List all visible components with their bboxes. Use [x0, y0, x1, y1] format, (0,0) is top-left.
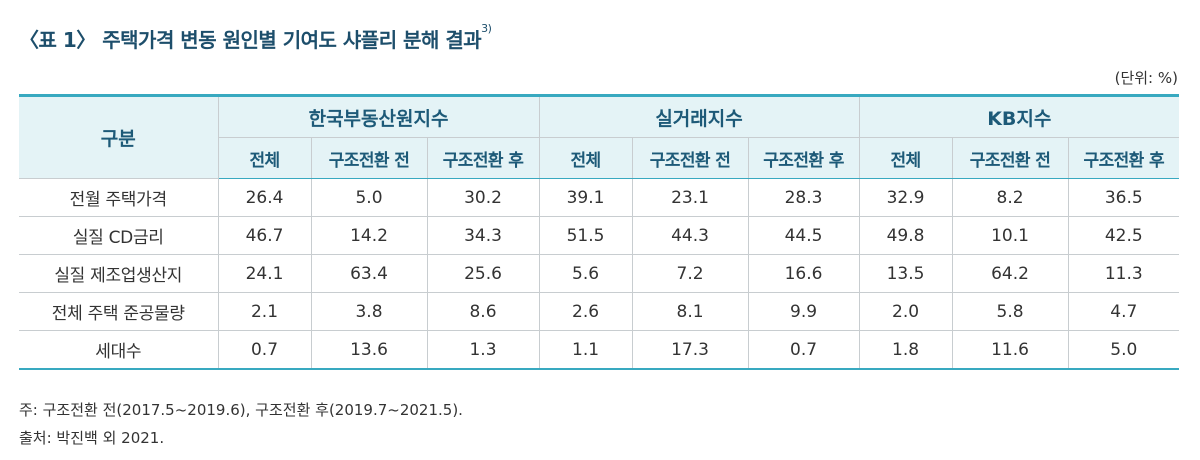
table-cell: 5.6: [538, 254, 633, 293]
sub-header: 구조전환 후: [1067, 137, 1180, 179]
table-row: 실질 CD금리 46.7 14.2 34.3 51.5 44.3 44.5 49.8 10.1 4…: [19, 216, 1180, 255]
table-cell: 11.6: [951, 330, 1069, 370]
table-cell: 63.4: [310, 254, 428, 293]
footnote-marker: 3): [481, 22, 492, 35]
table-cell: 64.2: [951, 254, 1069, 293]
row-header: 구분: [19, 95, 219, 179]
row-label: 전체 주택 준공물량: [19, 292, 219, 331]
unit-label: (단위: %): [1114, 69, 1178, 87]
table-cell: 44.3: [631, 216, 749, 255]
table-cell: 39.1: [538, 178, 633, 217]
table-cell: 16.6: [747, 254, 860, 293]
table-cell: 30.2: [426, 178, 540, 217]
table-cell: 34.3: [426, 216, 540, 255]
table-cell: 9.9: [747, 292, 860, 331]
table-cell: 13.6: [310, 330, 428, 370]
data-table: 구분 한국부동산원지수 실거래지수 KB지수 전체 구조전환 전 구조전환 후 …: [19, 94, 1180, 370]
table-cell: 5.0: [1067, 330, 1180, 370]
table-cell: 46.7: [217, 216, 312, 255]
table-cell: 1.1: [538, 330, 633, 370]
table-note: 주: 구조전환 전(2017.5~2019.6), 구조전환 후(2019.7~…: [19, 401, 463, 419]
sub-header: 구조전환 전: [951, 137, 1069, 179]
table-cell: 2.6: [538, 292, 633, 331]
sub-header: 구조전환 후: [747, 137, 860, 179]
table-cell: 4.7: [1067, 292, 1180, 331]
table-row: 세대수 0.7 13.6 1.3 1.1 17.3 0.7 1.8 11.6 5.0: [19, 330, 1180, 370]
table-cell: 10.1: [951, 216, 1069, 255]
table-cell: 44.5: [747, 216, 860, 255]
table-cell: 42.5: [1067, 216, 1180, 255]
row-label: 실질 제조업생산지: [19, 254, 219, 293]
table-cell: 51.5: [538, 216, 633, 255]
table-cell: 23.1: [631, 178, 749, 217]
table-cell: 13.5: [858, 254, 953, 293]
table-row: 전월 주택가격 26.4 5.0 30.2 39.1 23.1 28.3 32.9 8.2 36.…: [19, 178, 1180, 217]
table-cell: 49.8: [858, 216, 953, 255]
table-row: 실질 제조업생산지 24.1 63.4 25.6 5.6 7.2 16.6 13.5 64.2 1…: [19, 254, 1180, 293]
table-body: 전월 주택가격 26.4 5.0 30.2 39.1 23.1 28.3 32.9 8.2 36.…: [19, 178, 1180, 370]
group-header: KB지수: [858, 95, 1180, 138]
table-cell: 8.2: [951, 178, 1069, 217]
table-source: 출처: 박진백 외 2021.: [19, 429, 165, 447]
table-cell: 1.8: [858, 330, 953, 370]
table-cell: 11.3: [1067, 254, 1180, 293]
table-cell: 8.1: [631, 292, 749, 331]
table-cell: 3.8: [310, 292, 428, 331]
group-header: 한국부동산원지수: [217, 95, 540, 138]
table-title-text: 〈표 1〉 주택가격 변동 원인별 기여도 샤플리 분해 결과: [19, 28, 482, 52]
table-cell: 5.0: [310, 178, 428, 217]
table-cell: 26.4: [217, 178, 312, 217]
table-cell: 0.7: [217, 330, 312, 370]
sub-header: 구조전환 전: [631, 137, 749, 179]
table-cell: 7.2: [631, 254, 749, 293]
row-label: 전월 주택가격: [19, 178, 219, 217]
sub-header: 전체: [858, 137, 953, 179]
table-cell: 2.1: [217, 292, 312, 331]
table-cell: 8.6: [426, 292, 540, 331]
sub-header: 전체: [218, 137, 312, 179]
table-cell: 1.3: [426, 330, 540, 370]
row-label: 세대수: [19, 330, 219, 370]
table-cell: 17.3: [631, 330, 749, 370]
table-cell: 2.0: [858, 292, 953, 331]
table-cell: 25.6: [426, 254, 540, 293]
table-cell: 0.7: [747, 330, 860, 370]
table-cell: 24.1: [217, 254, 312, 293]
sub-header: 구조전환 전: [310, 137, 428, 179]
sub-header: 구조전환 후: [426, 137, 540, 179]
group-header: 실거래지수: [538, 95, 860, 138]
row-label: 실질 CD금리: [19, 216, 219, 255]
sub-header: 전체: [538, 137, 633, 179]
table-cell: 14.2: [310, 216, 428, 255]
table-title: 〈표 1〉 주택가격 변동 원인별 기여도 샤플리 분해 결과3): [19, 22, 492, 53]
table-cell: 28.3: [747, 178, 860, 217]
table-cell: 5.8: [951, 292, 1069, 331]
header-row-groups: 구분 한국부동산원지수 실거래지수 KB지수: [19, 95, 1180, 179]
table-cell: 32.9: [858, 178, 953, 217]
table-row: 전체 주택 준공물량 2.1 3.8 8.6 2.6 8.1 9.9 2.0 5.8 4.7: [19, 292, 1180, 331]
table-cell: 36.5: [1067, 178, 1180, 217]
